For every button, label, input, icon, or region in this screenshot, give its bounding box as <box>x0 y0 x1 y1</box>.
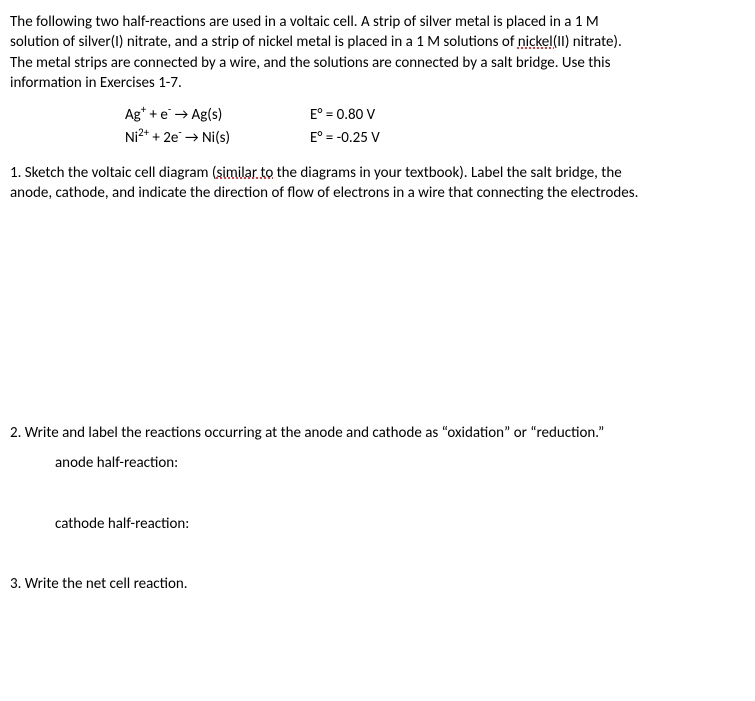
equation-row-2: Ni2+ + 2e- → Ni(s) E° = -0.25 V <box>10 128 745 148</box>
eq2-rhs: E° = -0.25 V <box>310 128 380 148</box>
intro-line4: information in Exercises 1-7. <box>10 74 182 92</box>
eq1-rhs: E° = 0.80 V <box>310 105 375 125</box>
question-3: 3. Write the net cell reaction. <box>10 574 745 594</box>
eq2-lhs: Ni2+ + 2e- → Ni(s) <box>125 128 310 148</box>
equation-row-1: Ag+ + e- → Ag(s) E° = 0.80 V <box>10 105 745 125</box>
equations-block: Ag+ + e- → Ag(s) E° = 0.80 V Ni2+ + 2e- … <box>10 105 745 149</box>
q1-line2: anode, cathode, and indicate the directi… <box>10 184 638 202</box>
q2-cathode-label: cathode half-reaction: <box>55 514 745 534</box>
q1-squiggle: similar to <box>216 164 273 182</box>
answer-space-cathode <box>10 534 745 574</box>
answer-space-anode <box>10 474 745 514</box>
eq1-lhs: Ag+ + e- → Ag(s) <box>125 105 310 125</box>
intro-line1: The following two half-reactions are use… <box>10 13 599 31</box>
question-2: 2. Write and label the reactions occurri… <box>10 423 745 443</box>
q3-line1: 3. Write the net cell reaction. <box>10 575 188 593</box>
q1-pre: 1. Sketch the voltaic cell diagram ( <box>10 164 216 182</box>
answer-space-1 <box>10 213 745 423</box>
intro-line3: The metal strips are connected by a wire… <box>10 54 610 72</box>
q1-post: the diagrams in your textbook). Label th… <box>273 164 621 182</box>
question-1: 1. Sketch the voltaic cell diagram (simi… <box>10 163 745 204</box>
intro-paragraph: The following two half-reactions are use… <box>10 12 745 93</box>
intro-line2a: solution of silver(I) nitrate, and a str… <box>10 33 518 51</box>
answer-space-3 <box>10 604 745 632</box>
intro-squiggle: nickel( <box>518 33 557 51</box>
q2-line1: 2. Write and label the reactions occurri… <box>10 424 604 442</box>
intro-line2b: II) nitrate). <box>557 33 621 51</box>
q2-anode-label: anode half-reaction: <box>55 453 745 473</box>
